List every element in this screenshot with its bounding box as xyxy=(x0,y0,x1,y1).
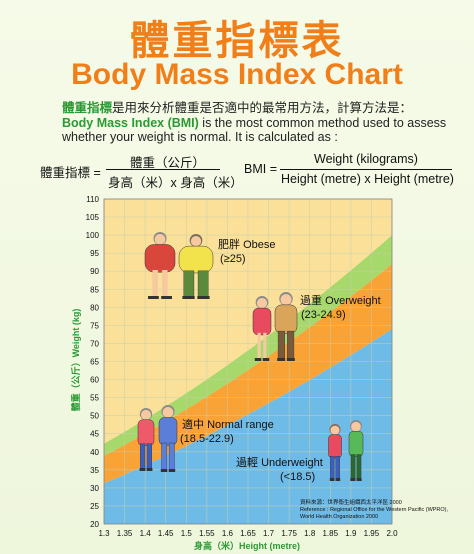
y-tick-label: 40 xyxy=(90,448,99,457)
formula-cn-denominator: 身高（米）x 身高（米） xyxy=(108,176,243,190)
underweight-man-figure xyxy=(348,420,364,481)
label-normal: 適中 Normal range (18.5-22.9) xyxy=(180,417,274,445)
band-overweight xyxy=(104,235,392,456)
source-note: 資料來源：世界衞生組織西太平洋區 2000 Reference : Region… xyxy=(300,498,449,520)
y-tick-label: 90 xyxy=(90,267,99,276)
y-tick-label: 75 xyxy=(90,321,99,330)
label-obese-name-en: Obese xyxy=(243,239,275,251)
y-tick-label: 105 xyxy=(86,213,100,222)
x-tick-label: 1.95 xyxy=(364,529,380,538)
formula-en-label: BMI = xyxy=(244,162,277,176)
x-tick-label: 2.0 xyxy=(386,529,398,538)
x-tick-label: 1.4 xyxy=(140,529,152,538)
y-tick-label: 50 xyxy=(90,412,99,421)
svg-text:過輕 Underweight: 過輕 Underweight xyxy=(236,456,323,469)
y-tick-label: 20 xyxy=(90,520,99,529)
intro-bmi-en: Body Mass Index (BMI) xyxy=(62,116,199,130)
y-tick-label: 60 xyxy=(90,376,99,385)
plot-frame xyxy=(103,198,393,525)
label-underweight-range: (<18.5) xyxy=(280,471,315,483)
formula-cn-label: 體重指標 = xyxy=(40,166,101,180)
formula-cn-numerator: 體重（公斤） xyxy=(130,156,206,170)
y-tick-label: 45 xyxy=(90,430,99,439)
y-tick-label: 55 xyxy=(90,394,99,403)
y-tick-label: 95 xyxy=(90,249,99,258)
y-tick-label: 65 xyxy=(90,358,99,367)
formula-en-fraction-bar xyxy=(280,169,452,170)
y-axis-label: 體重（公斤）Weight (kg) xyxy=(70,309,81,412)
normal-woman-figure xyxy=(137,408,155,471)
intro-line-2: Body Mass Index (BMI) is the most common… xyxy=(62,116,472,130)
x-tick-label: 1.5 xyxy=(181,529,193,538)
svg-text:肥胖 Obese: 肥胖 Obese xyxy=(218,238,275,251)
label-obese-name-cn: 肥胖 xyxy=(218,238,240,251)
label-overweight: 過重 Overweight (23-24.9) xyxy=(300,293,381,321)
y-tick-label: 25 xyxy=(90,502,99,511)
formula-en-denominator: Height (metre) x Height (metre) xyxy=(281,172,454,186)
title-english: Body Mass Index Chart xyxy=(71,58,403,91)
x-tick-label: 1.55 xyxy=(199,529,215,538)
intro-text-cn: 是用來分析體重是否適中的最常用方法，計算方法是： xyxy=(112,101,413,115)
intro-line-3: whether your weight is normal. It is cal… xyxy=(62,130,338,144)
x-tick-label: 1.8 xyxy=(304,529,316,538)
y-tick-label: 110 xyxy=(86,195,99,204)
x-axis-label: 身高（米）Height (metre) xyxy=(194,540,300,551)
y-tick-label: 100 xyxy=(86,231,100,240)
x-tick-label: 1.3 xyxy=(98,529,110,538)
svg-text:過重 Overweight: 過重 Overweight xyxy=(300,293,381,307)
underweight-woman-figure xyxy=(328,424,342,481)
y-tick-label: 85 xyxy=(90,285,99,294)
y-tick-label: 80 xyxy=(90,303,99,312)
x-tick-label: 1.75 xyxy=(281,529,297,538)
label-normal-range: (18.5-22.9) xyxy=(180,433,234,445)
source-line-2: Reference : Regional Office for the West… xyxy=(300,507,449,513)
intro-line-1: 體重指標是用來分析體重是否適中的最常用方法，計算方法是： xyxy=(62,101,472,115)
normal-man-figure xyxy=(158,405,178,472)
label-overweight-name-en: Overweight xyxy=(325,295,381,307)
x-tick-label: 1.9 xyxy=(345,529,357,538)
obese-woman-figure xyxy=(144,232,176,299)
overweight-woman-figure xyxy=(252,296,272,361)
label-overweight-name-cn: 過重 xyxy=(300,293,322,307)
source-line-3: World Health Organization 2000 xyxy=(300,514,378,520)
x-tick-label: 1.45 xyxy=(158,529,174,538)
label-obese: 肥胖 Obese (≥25) xyxy=(218,238,275,265)
overweight-man-figure xyxy=(274,292,298,361)
label-underweight-name-cn: 過輕 xyxy=(236,456,258,469)
obese-man-figure xyxy=(178,234,214,299)
intro-text-en: is the most common method used to assess xyxy=(198,116,447,130)
y-tick-label: 35 xyxy=(90,466,99,475)
label-underweight: 過輕 Underweight (<18.5) xyxy=(236,456,323,483)
x-tick-label: 1.6 xyxy=(222,529,234,538)
source-line-1: 資料來源：世界衞生組織西太平洋區 2000 xyxy=(300,498,402,506)
x-tick-label: 1.7 xyxy=(263,529,275,538)
label-obese-range: (≥25) xyxy=(220,253,246,265)
svg-text:適中 Normal range: 適中 Normal range xyxy=(182,417,274,431)
formula-cn-fraction-bar xyxy=(106,169,220,170)
label-overweight-range: (23-24.9) xyxy=(301,309,346,321)
formula-en-numerator: Weight (kilograms) xyxy=(314,152,418,166)
title-chinese: 體重指標表 xyxy=(129,18,345,64)
x-tick-label: 1.85 xyxy=(322,529,338,538)
label-normal-name-en: Normal range xyxy=(207,419,274,431)
y-tick-label: 30 xyxy=(90,484,99,493)
label-underweight-name-en: Underweight xyxy=(261,457,323,469)
x-tick-label: 1.35 xyxy=(117,529,133,538)
intro-bmi-cn: 體重指標 xyxy=(62,101,113,115)
label-normal-name-cn: 適中 xyxy=(182,417,204,431)
x-tick-label: 1.65 xyxy=(240,529,256,538)
y-tick-label: 70 xyxy=(90,339,99,348)
